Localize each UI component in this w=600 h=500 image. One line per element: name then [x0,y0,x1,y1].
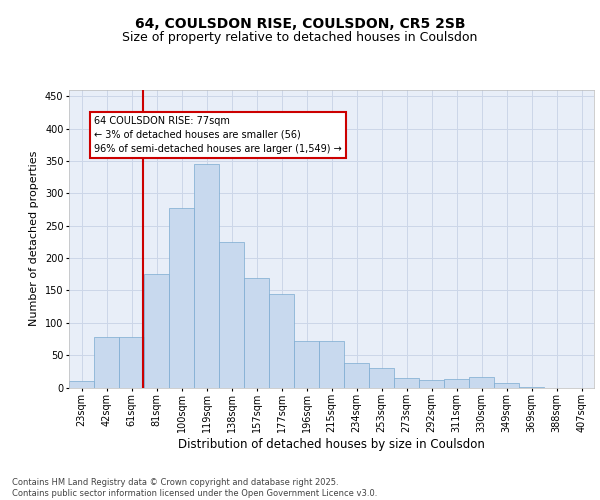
X-axis label: Distribution of detached houses by size in Coulsdon: Distribution of detached houses by size … [178,438,485,451]
Bar [519,387,544,388]
Text: Contains HM Land Registry data © Crown copyright and database right 2025.
Contai: Contains HM Land Registry data © Crown c… [12,478,377,498]
Bar [294,341,319,388]
Bar [419,380,444,388]
Bar [494,383,519,388]
Bar [344,363,369,388]
Text: 64 COULSDON RISE: 77sqm
← 3% of detached houses are smaller (56)
96% of semi-det: 64 COULSDON RISE: 77sqm ← 3% of detached… [94,116,342,154]
Bar [394,378,419,388]
Bar [269,294,294,388]
Bar [244,278,269,388]
Text: 64, COULSDON RISE, COULSDON, CR5 2SB: 64, COULSDON RISE, COULSDON, CR5 2SB [135,18,465,32]
Bar [369,368,394,388]
Y-axis label: Number of detached properties: Number of detached properties [29,151,39,326]
Bar [194,164,219,388]
Bar [169,208,194,388]
Bar [69,381,94,388]
Bar [219,242,244,388]
Text: Size of property relative to detached houses in Coulsdon: Size of property relative to detached ho… [122,31,478,44]
Bar [469,376,494,388]
Bar [444,379,469,388]
Bar [94,337,119,388]
Bar [319,341,344,388]
Bar [119,337,144,388]
Bar [144,274,169,388]
